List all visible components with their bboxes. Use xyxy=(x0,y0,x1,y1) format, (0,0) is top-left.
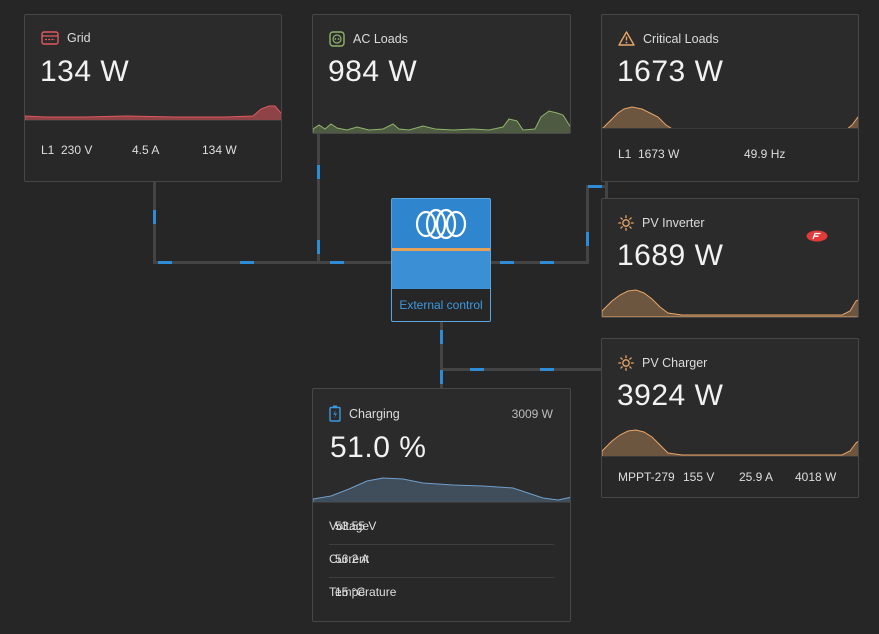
battery-power: 3009 W xyxy=(511,407,553,421)
pv-inverter-title: PV Inverter xyxy=(642,216,705,230)
socket-icon xyxy=(329,31,345,47)
divider xyxy=(329,544,554,545)
battery-temperature-label: Temperature xyxy=(329,585,397,599)
battery-state: Charging xyxy=(349,406,400,421)
ac-loads-card[interactable]: AC Loads 984 W xyxy=(312,14,571,134)
grid-header: Grid xyxy=(41,31,91,45)
critical-wire-vertical xyxy=(605,181,608,199)
flow-dash xyxy=(500,261,514,264)
flow-dash xyxy=(440,370,443,384)
battery-temperature-value: 15 °C xyxy=(335,585,366,599)
critical-frequency: 49.9 Hz xyxy=(744,147,786,161)
pv-charger-sparkline xyxy=(602,429,858,457)
flow-dash xyxy=(330,261,344,264)
battery-voltage-label: Voltage xyxy=(329,519,370,533)
pv-inverter-power: 1689 W xyxy=(617,239,724,272)
flow-dash xyxy=(540,368,554,371)
pv-inverter-sparkline xyxy=(602,289,858,317)
grid-footer: L1 230 V 4.5 A 134 W xyxy=(25,120,281,181)
battery-wire-vertical xyxy=(440,322,443,389)
grid-power: 134 W xyxy=(40,55,130,88)
flow-dash xyxy=(317,165,320,179)
grid-current: 4.5 A xyxy=(132,143,160,157)
ac-loads-title: AC Loads xyxy=(353,32,408,46)
battery-header: Charging xyxy=(329,405,400,422)
inverter-logo-area xyxy=(392,199,490,248)
fronius-logo-icon xyxy=(806,230,828,242)
flow-dash xyxy=(440,330,443,344)
flow-dash xyxy=(586,232,589,246)
pv-charger-output: 4018 W xyxy=(795,470,837,484)
battery-current-value: 56.2 A xyxy=(335,552,370,566)
flow-dash xyxy=(317,240,320,254)
critical-loads-power: 1673 W xyxy=(617,55,724,88)
pv-charger-voltage: 155 V xyxy=(683,470,715,484)
pv-inverter-header: PV Inverter xyxy=(618,215,705,231)
battery-card[interactable]: Charging 3009 W 51.0 % Voltage 53.55 V C… xyxy=(312,388,571,622)
sun-icon xyxy=(618,215,634,231)
victron-logo-icon xyxy=(415,208,467,240)
pv-inverter-card[interactable]: PV Inverter 1689 W xyxy=(601,198,859,318)
pv-charger-device: MPPT-279 xyxy=(618,470,675,484)
battery-voltage-value: 53.55 V xyxy=(335,519,377,533)
flow-dash xyxy=(158,261,172,264)
ac-loads-header: AC Loads xyxy=(329,31,408,47)
battery-current-label: Current xyxy=(329,552,370,566)
grid-phase-power: 134 W xyxy=(202,143,237,157)
battery-soc: 51.0 % xyxy=(330,431,427,464)
battery-details: Voltage 53.55 V Current 56.2 A Temperatu… xyxy=(313,502,570,621)
acloads-wire-vertical xyxy=(317,130,320,264)
flow-dash xyxy=(240,261,254,264)
pv-charger-power: 3924 W xyxy=(617,379,724,412)
flow-dash xyxy=(588,185,602,188)
inverter-mode-label: External control xyxy=(392,289,490,321)
inverter-charger-block[interactable]: External control xyxy=(391,198,491,322)
critical-loads-title: Critical Loads xyxy=(643,31,719,46)
right-wire-vertical xyxy=(586,185,589,264)
flow-dash xyxy=(470,368,484,371)
battery-sparkline xyxy=(313,477,570,505)
grid-phase-label: L1 xyxy=(41,143,55,157)
grid-meter-icon xyxy=(41,31,59,45)
sun-icon xyxy=(618,355,634,371)
pv-charger-footer: MPPT-279 155 V 25.9 A 4018 W xyxy=(602,456,858,497)
critical-phase-power: 1673 W xyxy=(638,147,680,161)
battery-charging-icon xyxy=(329,405,341,422)
critical-phase-label: L1 xyxy=(618,147,632,161)
ac-loads-sparkline xyxy=(313,110,570,133)
grid-title: Grid xyxy=(67,31,91,45)
inverter-stripe xyxy=(392,248,490,251)
pv-charger-title: PV Charger xyxy=(642,356,708,370)
grid-sparkline xyxy=(25,105,281,123)
pv-charger-current: 25.9 A xyxy=(739,470,774,484)
grid-voltage: 230 V xyxy=(61,143,93,157)
critical-loads-footer: L1 1673 W 49.9 Hz xyxy=(602,128,858,181)
pv-charger-card[interactable]: PV Charger 3924 W MPPT-279 155 V 25.9 A … xyxy=(601,338,859,498)
warning-icon xyxy=(618,31,635,46)
charger-wire-horizontal xyxy=(440,368,602,371)
critical-loads-header: Critical Loads xyxy=(618,31,719,46)
divider xyxy=(329,577,554,578)
flow-dash xyxy=(540,261,554,264)
pv-charger-header: PV Charger xyxy=(618,355,707,371)
critical-loads-card[interactable]: Critical Loads 1673 W L1 1673 W 49.9 Hz xyxy=(601,14,859,182)
flow-dash xyxy=(153,210,156,224)
grid-wire-horizontal xyxy=(153,261,393,264)
grid-card[interactable]: Grid 134 W L1 230 V 4.5 A 134 W xyxy=(24,14,282,182)
ac-loads-power: 984 W xyxy=(328,55,418,88)
